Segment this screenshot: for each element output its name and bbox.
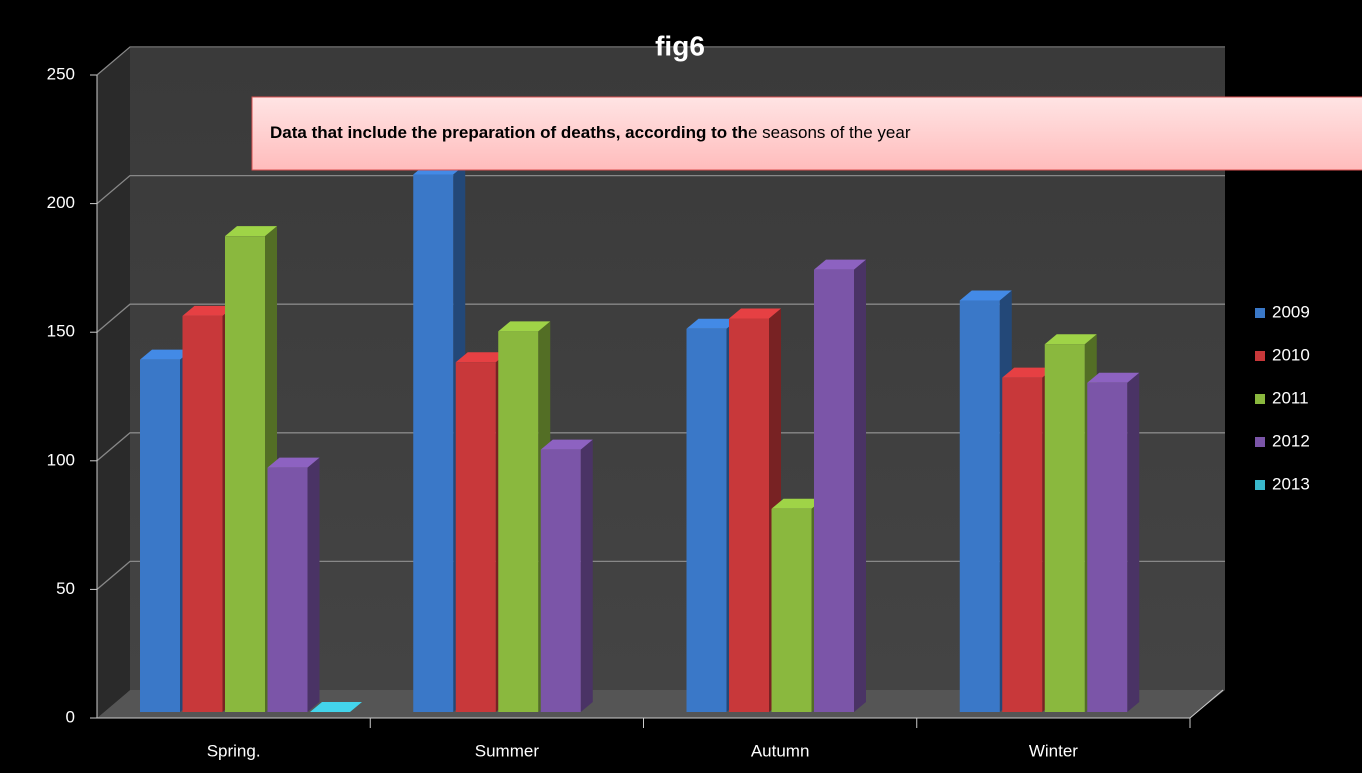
bar-top bbox=[729, 308, 781, 319]
bar-top bbox=[686, 318, 739, 329]
legend-label: 2013 bbox=[1272, 474, 1310, 493]
grid-line bbox=[96, 46, 1225, 76]
bar-top bbox=[182, 305, 235, 316]
x-axis-depth bbox=[1189, 689, 1224, 719]
grid-line bbox=[96, 174, 1225, 205]
bar bbox=[267, 467, 308, 712]
y-tick-label: 250 bbox=[47, 64, 75, 83]
y-tick-label: 100 bbox=[47, 450, 75, 469]
bar-top bbox=[771, 498, 824, 509]
bar-side bbox=[1127, 372, 1140, 712]
bar-top bbox=[140, 349, 192, 360]
bar bbox=[413, 174, 454, 712]
bar-top bbox=[1087, 372, 1140, 383]
y-tick-label: 0 bbox=[66, 707, 75, 726]
legend-label: 2010 bbox=[1272, 345, 1310, 364]
annotation-bold: Data that include the preparation of dea… bbox=[270, 123, 748, 142]
bar-top bbox=[455, 352, 508, 363]
legend-swatch bbox=[1255, 480, 1265, 490]
bar bbox=[225, 236, 265, 712]
bar bbox=[1087, 382, 1128, 712]
legend-swatch bbox=[1255, 308, 1265, 318]
annotation-box bbox=[251, 96, 1362, 171]
annotation-rest: e seasons of the year bbox=[748, 123, 911, 142]
bar-top bbox=[959, 290, 1012, 301]
bar bbox=[814, 269, 854, 712]
legend-label: 2012 bbox=[1272, 431, 1310, 450]
bar-top bbox=[310, 702, 362, 712]
x-tick-label: Spring. bbox=[207, 741, 261, 760]
legend-label: 2009 bbox=[1272, 302, 1310, 321]
bar bbox=[540, 449, 581, 712]
bar bbox=[498, 331, 539, 712]
bar bbox=[455, 362, 496, 712]
annotation: Data that include the preparation of dea… bbox=[270, 123, 911, 142]
bar-side bbox=[307, 457, 320, 712]
x-tick-label: Autumn bbox=[751, 741, 810, 760]
bar bbox=[959, 300, 1000, 712]
bar-side bbox=[580, 439, 593, 712]
bar bbox=[771, 508, 812, 712]
bar bbox=[729, 318, 769, 712]
chart-title: fig6 bbox=[655, 30, 705, 61]
bar-top bbox=[1002, 367, 1055, 378]
legend-swatch bbox=[1255, 437, 1265, 447]
bar bbox=[182, 315, 223, 712]
x-tick-label: Summer bbox=[475, 741, 540, 760]
x-tick-label: Winter bbox=[1029, 741, 1078, 760]
back-wall bbox=[130, 48, 1225, 690]
bar-top bbox=[540, 439, 593, 450]
bar-top bbox=[814, 259, 866, 270]
bar-side bbox=[854, 259, 866, 712]
bar bbox=[1002, 377, 1043, 712]
floor bbox=[97, 690, 1225, 718]
legend-swatch bbox=[1255, 351, 1265, 361]
bar bbox=[686, 328, 727, 712]
bar bbox=[1044, 344, 1085, 712]
y-tick-label: 200 bbox=[47, 193, 75, 212]
bar-top bbox=[267, 457, 320, 468]
bar-top bbox=[1044, 334, 1097, 345]
bar-top bbox=[225, 226, 277, 237]
side-wall bbox=[97, 48, 130, 718]
legend-label: 2011 bbox=[1272, 388, 1309, 407]
bar-top bbox=[498, 321, 551, 332]
legend-swatch bbox=[1255, 394, 1265, 404]
bar bbox=[140, 359, 180, 712]
y-tick-label: 50 bbox=[56, 579, 75, 598]
y-tick-label: 150 bbox=[47, 322, 75, 341]
